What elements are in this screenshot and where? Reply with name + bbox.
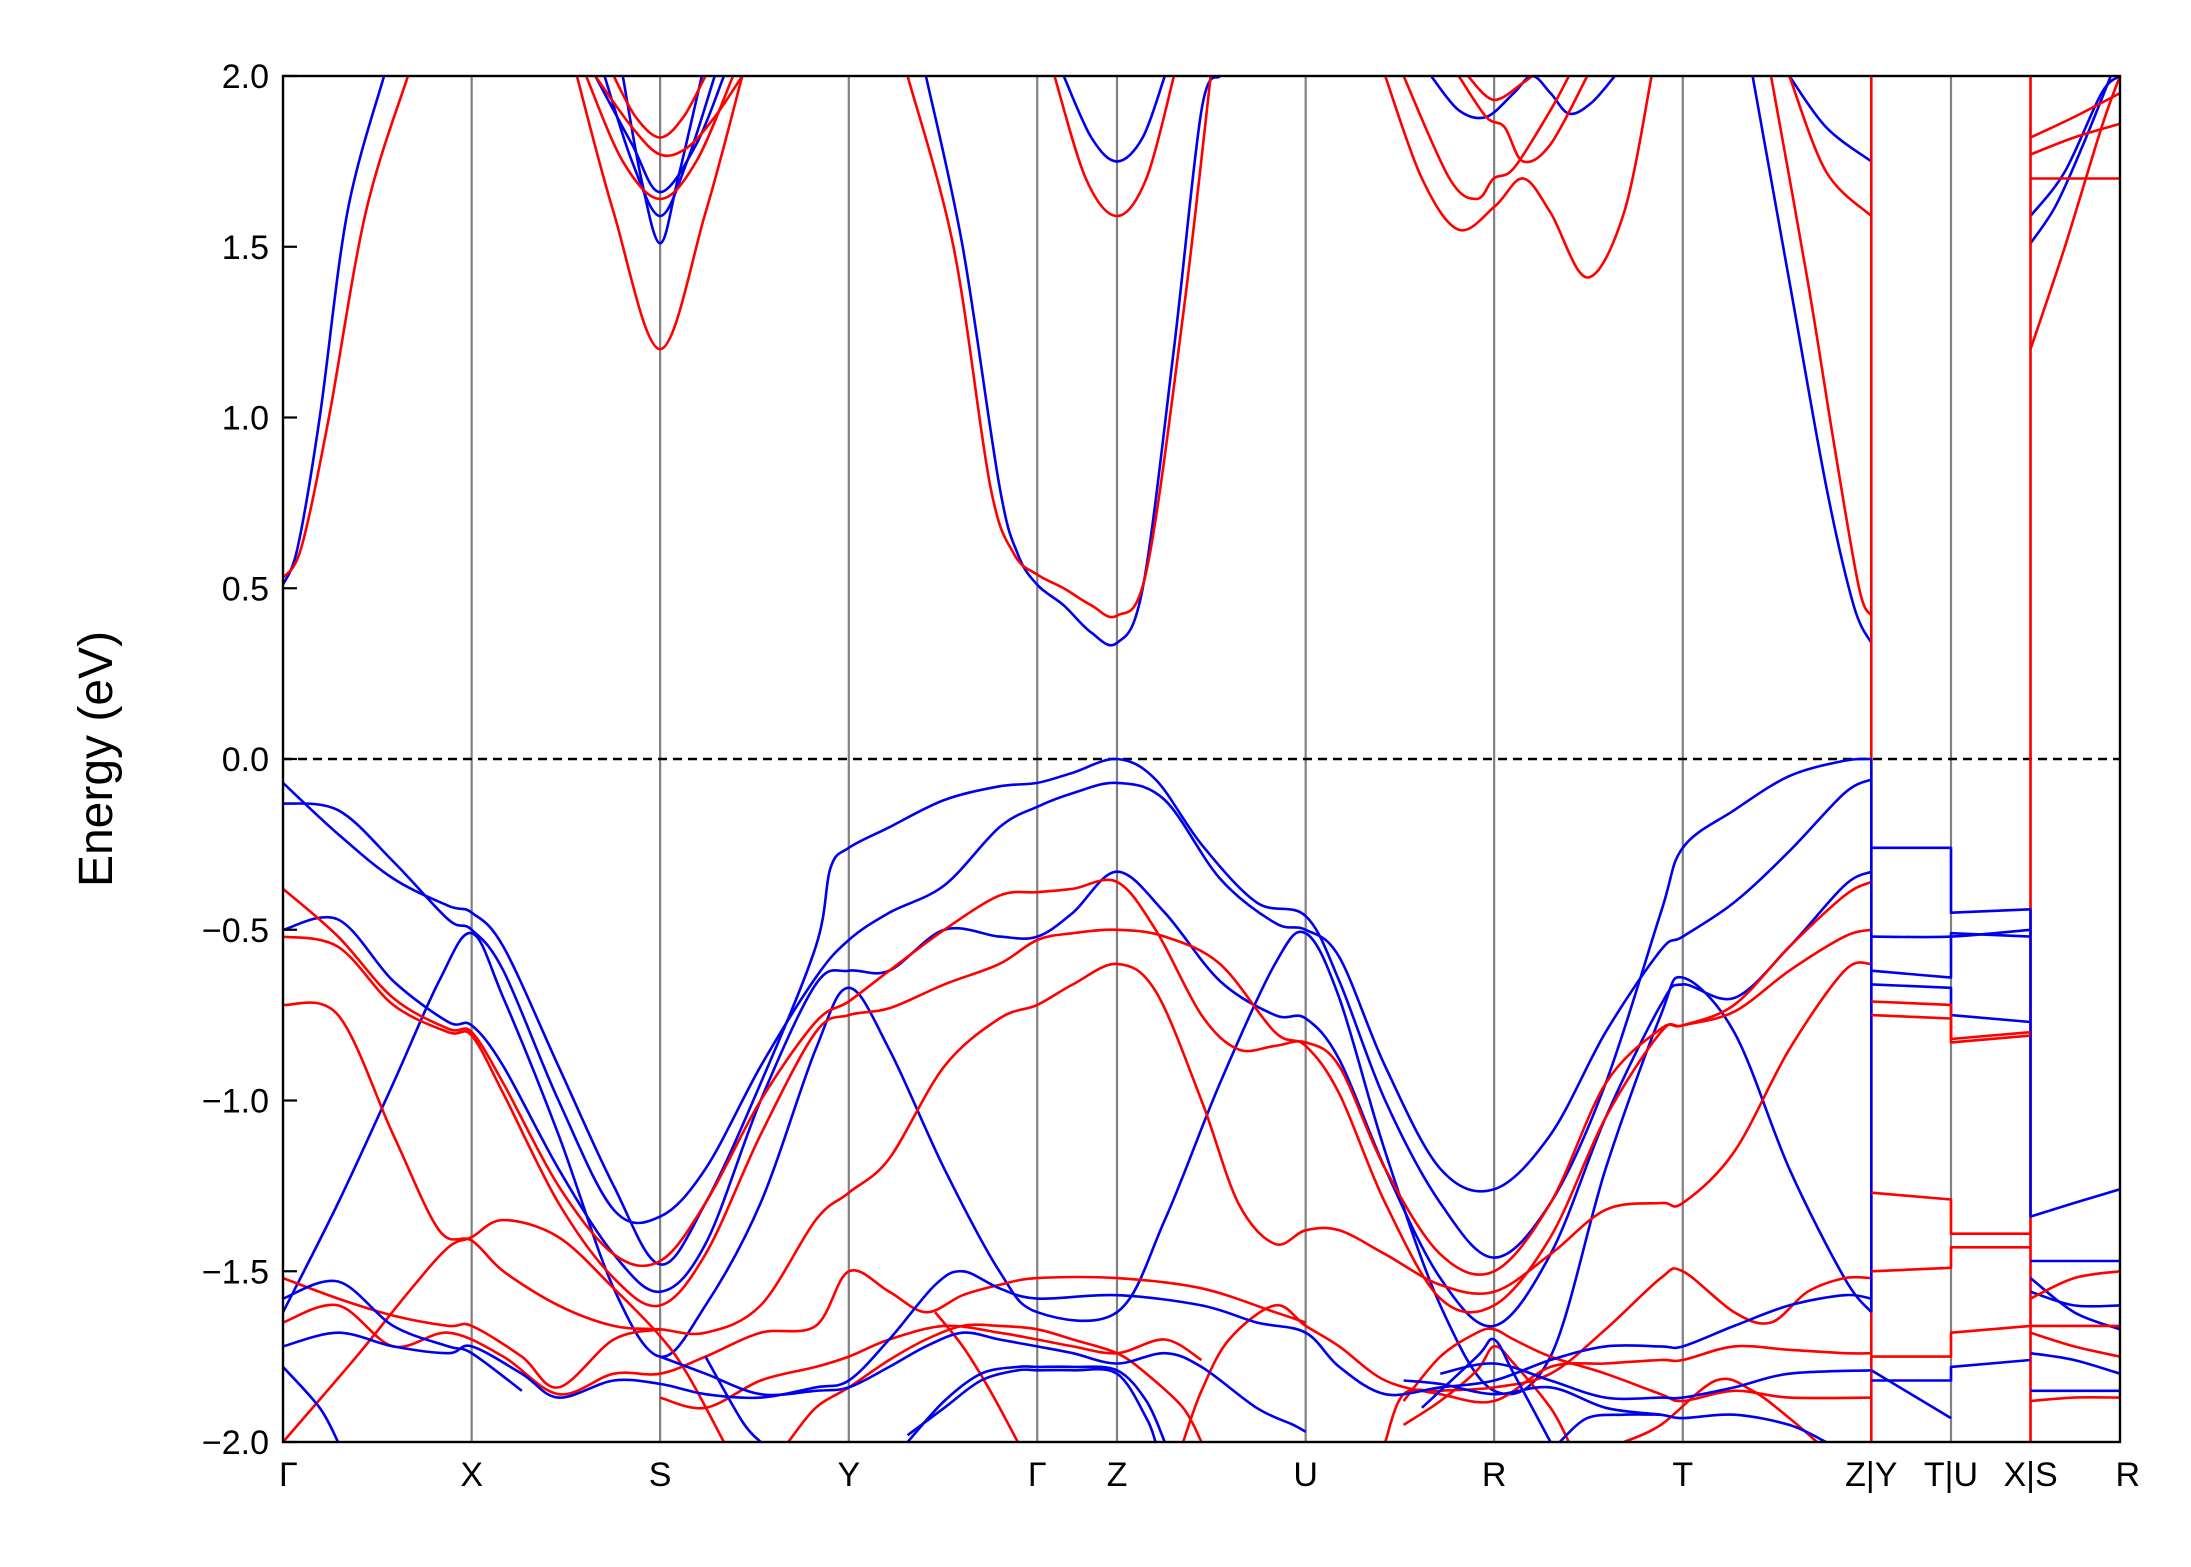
band-line-52 — [704, 1355, 762, 1442]
band-line-45 — [1402, 1327, 1872, 1403]
band-line-73 — [1871, 1191, 2031, 1235]
y-axis-label: Energy (eV) — [70, 631, 123, 887]
x-tick-label-10: T|U — [1924, 1456, 1978, 1494]
band-line-76 — [2029, 1270, 2120, 1300]
band-line-63 — [1871, 983, 2031, 1024]
y-axis-ticks: 2.0 1.5 1.0 0.5 0.0 −0.5 −1.0 −1.5 −2.0 — [202, 58, 297, 1462]
band-line-48 — [283, 1269, 1872, 1400]
band-line-17 — [1457, 76, 1589, 164]
band-line-16 — [1466, 76, 1533, 102]
x-tick-label-8: T — [1672, 1456, 1693, 1494]
x-tick-label-11: X|S — [2003, 1456, 2057, 1494]
band-line-79 — [2030, 1396, 2120, 1403]
band-line-3 — [603, 76, 716, 218]
band-line-53 — [906, 1365, 1166, 1442]
band-line-43 — [1181, 1304, 1872, 1442]
band-line-58 — [1558, 1413, 1661, 1442]
y-tick-label-5: −0.5 — [202, 912, 269, 950]
y-tick-label-1: 1.5 — [222, 229, 269, 267]
band-line-68 — [2030, 1290, 2120, 1308]
band-line-28 — [2029, 91, 2120, 139]
band-line-62 — [1871, 931, 2031, 979]
x-tick-label-0: Γ — [279, 1456, 298, 1494]
band-line-51 — [659, 1331, 1307, 1433]
band-line-60 — [1871, 846, 2120, 1218]
band-line-12 — [1053, 76, 1176, 218]
band-line-21 — [1788, 76, 1873, 217]
band-line-18 — [1751, 76, 1873, 644]
band-line-46 — [1402, 1345, 1571, 1442]
band-line-24 — [2029, 76, 2120, 217]
band-line-37 — [283, 1218, 726, 1442]
band-line-5 — [575, 76, 744, 351]
band-line-10 — [906, 76, 1212, 619]
band-line-4 — [594, 76, 726, 194]
x-tick-label-12: R — [2115, 1456, 2140, 1494]
band-line-7 — [612, 76, 707, 139]
band-line-33 — [283, 930, 1873, 1396]
band-line-0 — [283, 76, 386, 586]
band-line-19 — [1769, 76, 1873, 617]
band-line-65 — [1870, 1369, 1952, 1420]
band-line-6 — [584, 76, 735, 201]
band-line-13 — [1430, 76, 1616, 120]
band-line-56 — [1403, 1379, 1827, 1442]
y-tick-label-0: 2.0 — [222, 58, 269, 96]
band-line-20 — [1788, 76, 1873, 163]
x-tick-label-9: Z|Y — [1845, 1456, 1897, 1494]
band-line-75 — [1871, 1324, 2031, 1358]
band-line-9 — [924, 76, 1222, 647]
band-line-57 — [1421, 1337, 1552, 1442]
band-line-49 — [283, 1279, 523, 1392]
band-series-group — [283, 76, 2120, 1442]
band-line-1 — [283, 76, 410, 579]
band-line-78 — [2030, 1331, 2120, 1358]
band-line-55 — [1440, 1362, 1872, 1401]
y-tick-label-2: 1.0 — [222, 400, 269, 438]
band-line-69 — [2030, 1351, 2120, 1375]
band-line-25 — [2029, 76, 2120, 350]
x-axis-ticks: Γ X S Y Γ Z U R T Z|Y T|U X|S R — [279, 1456, 2140, 1494]
band-line-38 — [283, 1276, 661, 1389]
band-line-34 — [283, 878, 1872, 1276]
y-tick-label-4: 0.0 — [222, 741, 269, 779]
band-line-74 — [1871, 1246, 2031, 1273]
x-tick-label-3: Y — [837, 1456, 860, 1494]
x-tick-label-5: Z — [1107, 1456, 1128, 1494]
x-tick-label-6: U — [1293, 1456, 1318, 1494]
band-line-36 — [283, 961, 1872, 1336]
band-line-42 — [934, 1311, 1019, 1442]
x-tick-label-1: X — [460, 1456, 483, 1494]
band-line-11 — [1062, 76, 1167, 163]
band-line-35 — [283, 928, 1872, 1314]
band-line-14 — [1383, 76, 1653, 279]
band-line-72 — [1871, 1013, 2031, 1044]
band-line-47 — [1623, 1377, 1818, 1442]
x-tick-label-7: R — [1482, 1456, 1507, 1494]
y-tick-label-6: −1.0 — [202, 1083, 269, 1121]
band-line-31 — [283, 778, 1872, 1225]
band-line-27 — [2030, 122, 2120, 156]
band-line-50 — [283, 1366, 340, 1442]
band-line-8 — [594, 76, 744, 158]
band-line-2 — [621, 76, 704, 245]
y-tick-label-3: 0.5 — [222, 570, 269, 608]
y-tick-label-7: −1.5 — [202, 1253, 269, 1291]
band-line-64 — [1871, 1358, 2031, 1382]
band-line-15 — [1402, 76, 1571, 201]
y-tick-label-8: −2.0 — [202, 1424, 269, 1462]
band-line-39 — [283, 1268, 1307, 1396]
band-line-54 — [906, 1367, 1157, 1442]
band-line-30 — [283, 757, 1872, 1266]
x-tick-label-4: Γ — [1028, 1456, 1047, 1494]
x-tick-label-2: S — [649, 1456, 672, 1494]
